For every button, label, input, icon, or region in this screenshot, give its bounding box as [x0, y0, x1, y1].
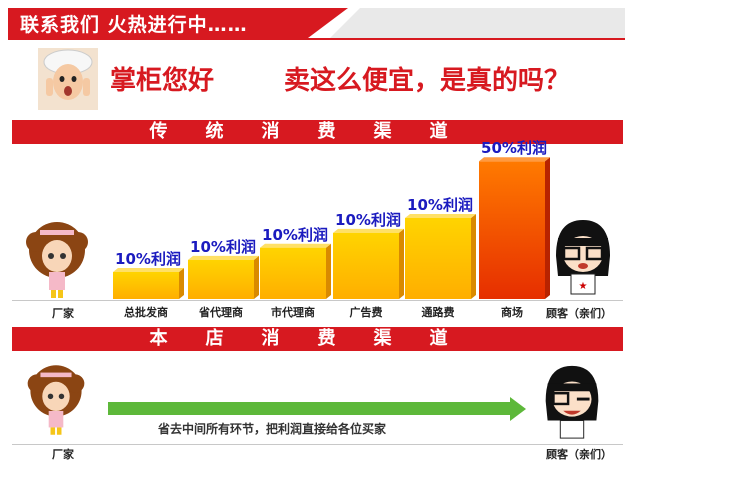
bar-value-label: 10%利润 — [115, 250, 181, 268]
factory-girl-icon — [26, 222, 88, 298]
bar-2 — [188, 259, 254, 299]
direct-arrow — [108, 402, 512, 415]
bar-value-label: 10%利润 — [190, 237, 256, 256]
bar-top — [333, 228, 404, 233]
svg-text:★: ★ — [579, 281, 588, 292]
bar-side — [179, 268, 184, 299]
bottom-right-label: 顾客（亲们） — [546, 448, 612, 461]
bar-top — [188, 255, 259, 260]
category-label: 总批发商 — [124, 306, 168, 319]
bar-top — [113, 268, 184, 272]
bottom-baseline — [12, 444, 623, 445]
header-underline — [8, 38, 625, 40]
bar-side — [254, 255, 259, 299]
factory-girl-bottom-icon — [27, 365, 85, 435]
surprised-girl-icon — [38, 48, 98, 110]
bottom-left-label: 厂家 — [52, 448, 74, 461]
category-label: 通路费 — [421, 306, 455, 319]
header-banner — [8, 8, 308, 38]
category-label: 市代理商 — [271, 306, 315, 319]
bar-4 — [333, 232, 399, 299]
header-gray-tip — [330, 8, 360, 38]
header-title: 联系我们 火热进行中…… — [20, 14, 248, 36]
question-text: 卖这么便宜，是真的吗？ — [284, 66, 571, 96]
customer-girl-bottom-icon — [545, 365, 599, 439]
category-label: 省代理商 — [199, 306, 243, 319]
arrow-head-icon — [510, 397, 526, 421]
chart-right-end-label: 顾客（亲们） — [546, 307, 612, 320]
bar-top — [479, 157, 550, 162]
chart-left-end-label: 厂家 — [52, 307, 74, 320]
section-ours: 本店消费渠道 — [12, 327, 623, 351]
bar-side — [399, 228, 404, 299]
bar-side — [471, 214, 476, 299]
chart-baseline — [12, 300, 623, 301]
bar-top — [260, 243, 331, 248]
category-label: 广告费 — [349, 306, 383, 319]
bar-value-label: 10%利润 — [407, 196, 473, 214]
bar-value-label: 10%利润 — [335, 210, 401, 229]
bar-value-label: 10%利润 — [262, 225, 328, 244]
bar-3 — [260, 247, 326, 299]
arrow-caption: 省去中间所有环节，把利润直接给各位买家 — [158, 422, 387, 436]
bar-side — [326, 243, 331, 299]
bar-top — [405, 214, 476, 218]
bar-side — [545, 157, 550, 299]
bar-6 — [479, 161, 545, 299]
customer-girl-icon: ★ — [556, 220, 610, 295]
header-gray-band — [360, 8, 625, 38]
bar-value-label: 50%利润 — [481, 139, 547, 158]
section-traditional: 传统消费渠道 — [12, 120, 623, 144]
bar-5 — [405, 218, 471, 299]
category-label: 商场 — [501, 306, 523, 319]
greeting-text: 掌柜您好 — [110, 66, 215, 96]
bar-1 — [113, 272, 179, 299]
